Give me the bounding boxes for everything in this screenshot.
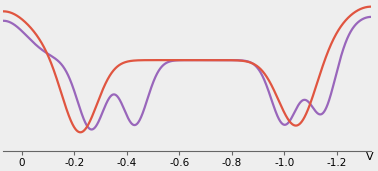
Text: V: V — [366, 152, 373, 162]
